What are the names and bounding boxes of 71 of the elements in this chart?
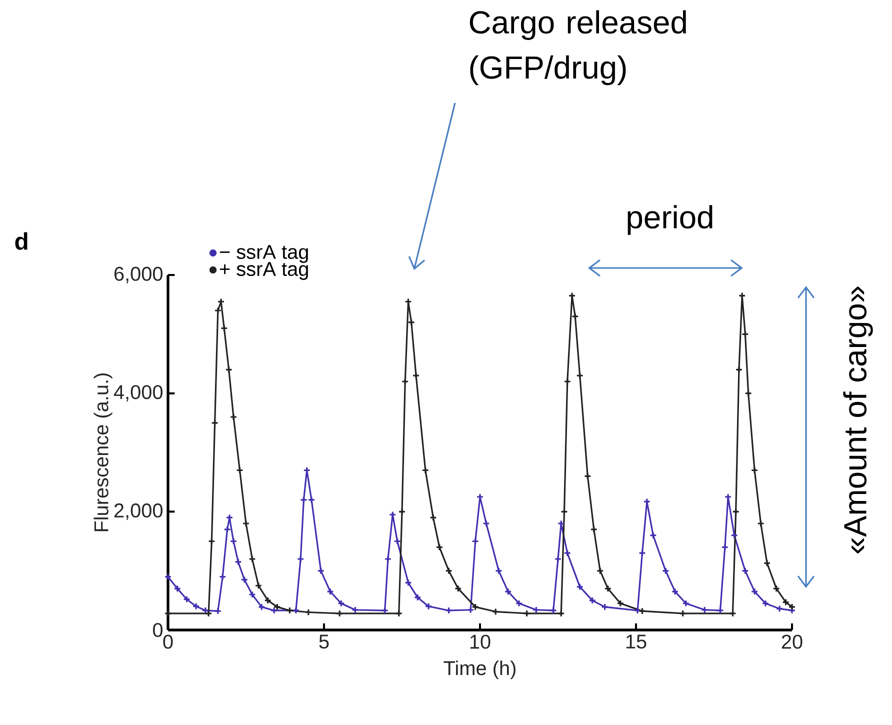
point	[336, 610, 344, 618]
point	[492, 608, 500, 616]
point	[214, 306, 222, 314]
point	[204, 610, 212, 618]
text: Cargo released (GFP/drug)	[470, 10, 686, 86]
point	[638, 607, 646, 615]
point	[472, 603, 480, 611]
x-tick-label: 20	[782, 634, 802, 649]
point	[395, 610, 403, 618]
point	[273, 603, 281, 611]
point	[735, 366, 743, 374]
y-tick-label: 0	[152, 622, 163, 638]
point	[757, 520, 765, 528]
point	[398, 508, 406, 516]
x-tick-label: 10	[470, 634, 490, 649]
point	[429, 514, 437, 522]
point	[604, 584, 612, 592]
point	[236, 466, 244, 474]
point	[264, 596, 272, 604]
y-tick-label: 4,000	[114, 385, 163, 402]
point	[404, 298, 412, 306]
x-axis-title: Time (h)	[444, 660, 516, 680]
legend-label: − ssrA tag	[220, 245, 308, 263]
y-axis-title: Flurescence (a.u.)	[94, 373, 112, 532]
point	[211, 419, 219, 427]
legend-label: + ssrA tag	[220, 262, 308, 280]
point	[304, 608, 312, 616]
point	[422, 466, 430, 474]
point	[741, 330, 749, 338]
point	[401, 378, 409, 386]
x-tick-label: 15	[626, 634, 646, 649]
point	[225, 366, 233, 374]
point	[560, 508, 568, 516]
point	[208, 538, 216, 545]
point	[557, 610, 565, 618]
point	[220, 324, 228, 332]
point	[750, 466, 758, 474]
point	[763, 559, 771, 567]
point	[286, 606, 294, 614]
text: d	[15, 232, 28, 250]
point	[590, 526, 598, 534]
point	[571, 312, 579, 320]
point	[408, 318, 416, 326]
point	[738, 292, 746, 300]
x-tick-label: 0	[163, 634, 173, 649]
point	[242, 520, 250, 528]
point	[596, 567, 604, 575]
point	[564, 378, 572, 386]
y-tick-label: 2,000	[114, 503, 163, 520]
x-tick-label: 5	[319, 634, 329, 649]
point	[254, 582, 262, 590]
point	[523, 610, 531, 618]
text: «Amount of cargo»	[843, 286, 873, 554]
point	[230, 413, 238, 421]
point	[744, 390, 752, 398]
y-tick-label: 6,000	[114, 266, 163, 284]
point	[772, 584, 780, 592]
text: period	[628, 205, 712, 235]
point	[568, 292, 576, 300]
point	[729, 610, 736, 618]
point	[679, 610, 687, 618]
point	[616, 600, 624, 608]
point	[436, 543, 444, 551]
point	[412, 372, 420, 380]
point	[584, 472, 592, 480]
point	[445, 567, 453, 575]
point	[732, 508, 740, 516]
point	[454, 584, 462, 592]
point	[576, 372, 584, 380]
point	[782, 598, 790, 606]
point	[248, 555, 256, 563]
